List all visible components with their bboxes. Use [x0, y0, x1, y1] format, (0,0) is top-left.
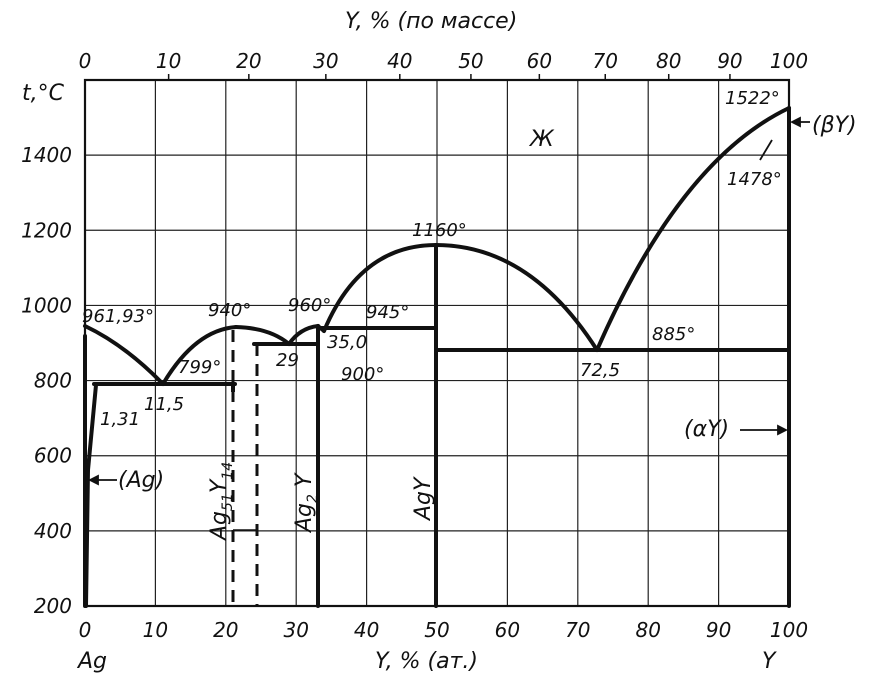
ann-y-melting: 1522° — [725, 88, 780, 109]
region-liquid: Ж — [528, 127, 555, 152]
region-ag: (Ag) — [118, 468, 164, 493]
ann-agy-melting: 1160° — [412, 220, 467, 241]
phase-agy: AgY — [411, 476, 436, 522]
top-axis-ticks: 0 10 20 30 40 50 60 70 80 90 100 — [79, 49, 808, 80]
ag-solvus-curve — [84, 383, 98, 608]
top-tick-label: 90 — [717, 49, 742, 73]
region-alpha-y: (αY) — [684, 417, 729, 442]
top-tick-label: 10 — [156, 49, 181, 73]
top-tick-label: 100 — [770, 49, 808, 73]
liquidus-ag-branch — [83, 324, 165, 386]
bottom-tick-label: 70 — [565, 618, 590, 642]
ann-eutectic-3-comp: 35,0 — [327, 332, 367, 353]
liquidus-ag51y14-left — [161, 325, 238, 386]
element-y: Y — [762, 649, 777, 674]
top-tick-label: 70 — [593, 49, 618, 73]
top-axis-label: Y, % (по массе) — [345, 9, 517, 34]
top-tick-label: 0 — [79, 49, 92, 73]
y-tick-label: 1000 — [21, 293, 72, 317]
ann-ag51y14-melting: 940° — [208, 300, 251, 321]
element-ag: Ag — [76, 649, 107, 674]
bottom-tick-label: 40 — [354, 618, 379, 642]
ann-ag-melting: 961,93° — [82, 306, 154, 327]
bottom-axis-ticks: 0 10 20 30 40 50 60 70 80 90 100 — [79, 618, 808, 642]
arrows — [87, 116, 810, 486]
top-tick-label: 80 — [656, 49, 681, 73]
bottom-tick-label: 0 — [79, 618, 92, 642]
bottom-axis-label: Y, % (ат.) — [375, 649, 478, 674]
top-tick-label: 20 — [236, 49, 261, 73]
ann-eutectic-3-temp: 900° — [341, 364, 384, 385]
ag51y14-dashed — [231, 330, 259, 606]
ann-eutectic-4-comp: 72,5 — [580, 360, 620, 381]
phase-lines — [83, 106, 791, 608]
liquidus-y-branch — [595, 106, 791, 352]
liquidus-agy-right — [434, 243, 599, 352]
top-tick-label: 40 — [387, 49, 412, 73]
y-tick-label: 400 — [34, 519, 72, 543]
bottom-tick-label: 10 — [143, 618, 168, 642]
y-tick-label: 800 — [34, 369, 72, 393]
ann-ag2y-melting: 960° — [288, 295, 331, 316]
bottom-tick-label: 30 — [283, 618, 308, 642]
y-axis-label: t,°C — [22, 81, 65, 106]
ann-eutectic-1-comp: 11,5 — [144, 394, 184, 415]
top-tick-label: 50 — [458, 49, 483, 73]
ann-peritectic-temp: 945° — [366, 302, 409, 323]
y-tick-label: 200 — [34, 594, 72, 618]
bottom-tick-label: 50 — [424, 618, 449, 642]
bottom-tick-label: 60 — [495, 618, 520, 642]
y-axis-ticks: 200 400 600 800 1000 1200 1400 — [21, 143, 72, 618]
y-tick-label: 600 — [34, 444, 72, 468]
top-tick-label: 30 — [313, 49, 338, 73]
ann-eutectic-2-comp: 29 — [276, 350, 299, 371]
bottom-tick-label: 80 — [635, 618, 660, 642]
phase-ag2y: Ag2 Y — [292, 472, 321, 534]
bottom-tick-label: 90 — [706, 618, 731, 642]
top-tick-label: 60 — [527, 49, 552, 73]
bottom-tick-label: 20 — [213, 618, 238, 642]
ann-y-transformation: 1478° — [727, 169, 782, 190]
phase-ag51y14: Ag51Y14 — [207, 462, 236, 542]
ann-ag-solubility: 1,31 — [100, 409, 140, 430]
y-tick-label: 1400 — [21, 143, 72, 167]
liquidus-ag51y14-right — [234, 325, 291, 346]
liquidus-ag2y-left — [287, 324, 320, 346]
liquidus-agy-left — [322, 243, 438, 333]
ann-eutectic-1-temp: 799° — [178, 357, 221, 378]
region-beta-y: (βY) — [812, 113, 857, 138]
bottom-tick-label: 100 — [770, 618, 808, 642]
ann-eutectic-4-temp: 885° — [652, 324, 695, 345]
y-tick-label: 1200 — [21, 218, 72, 242]
